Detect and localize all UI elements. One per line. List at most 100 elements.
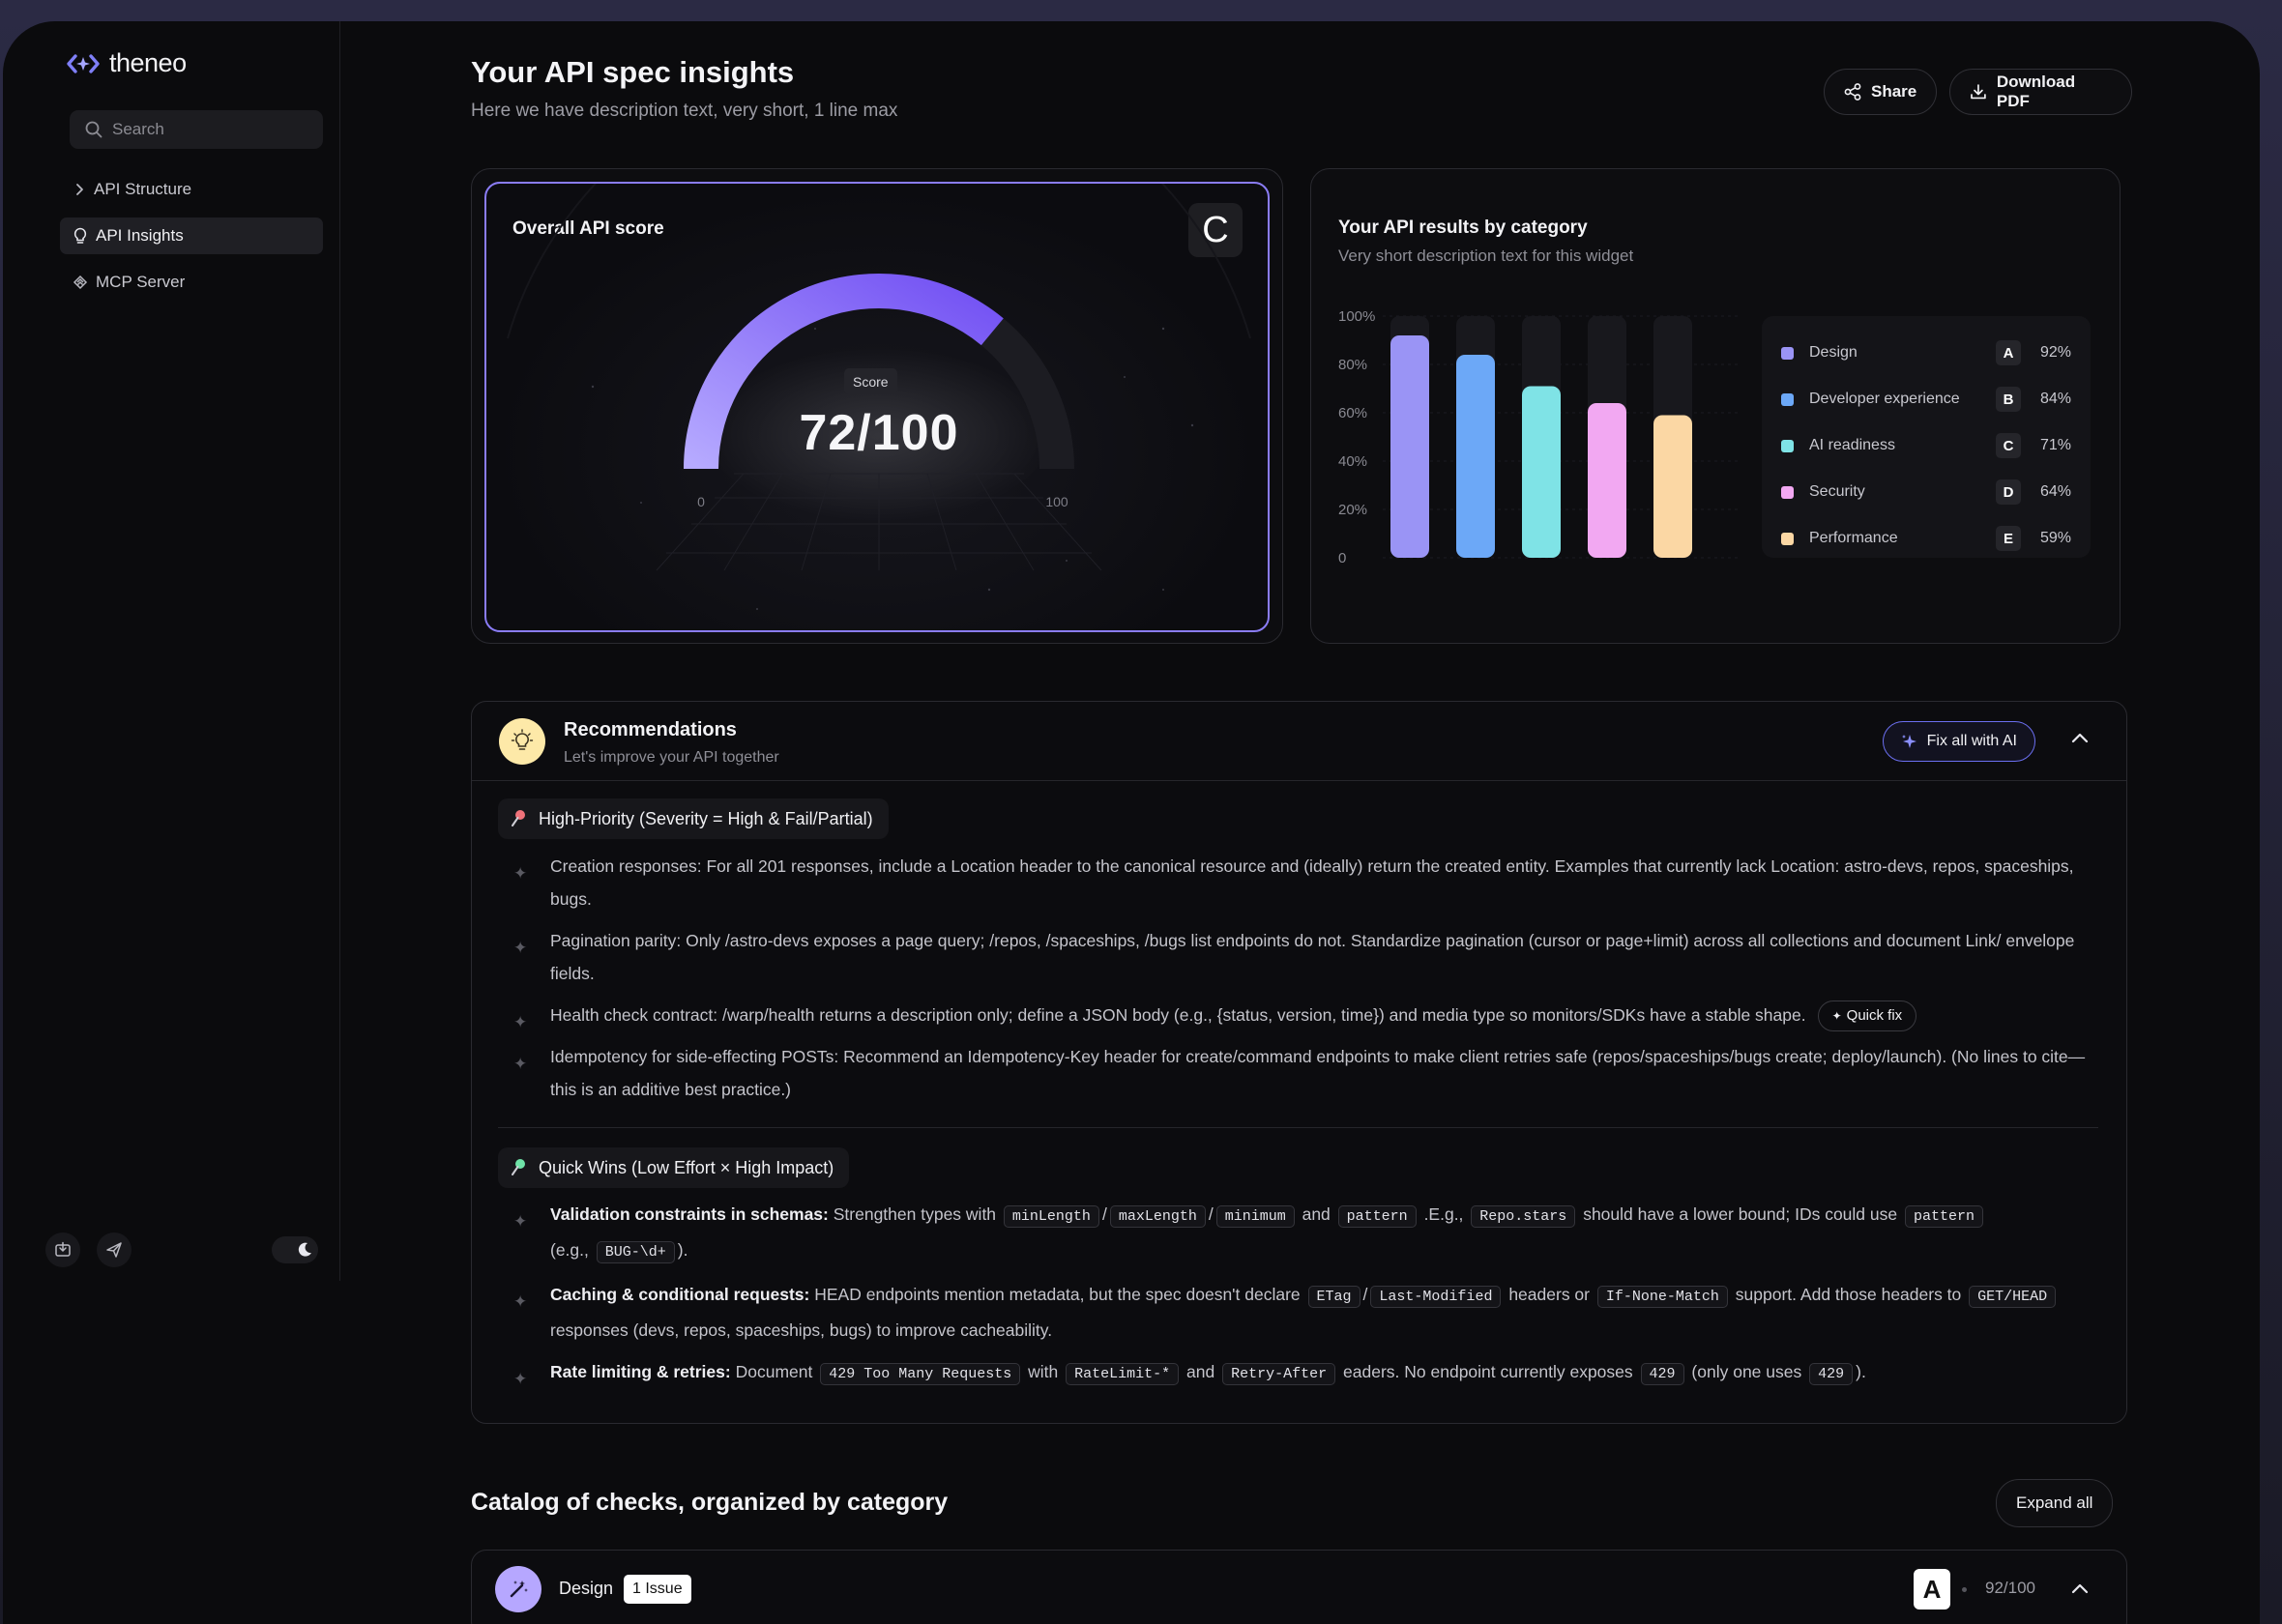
share-icon	[1844, 83, 1861, 101]
logo[interactable]: theneo	[67, 48, 187, 78]
collapse-chevron-up-icon[interactable]	[2070, 731, 2090, 744]
item-text: Document	[735, 1362, 813, 1381]
item-text: Strengthen types with	[833, 1204, 997, 1224]
recommendation-text: Health check contract: /warp/health retu…	[550, 1005, 1806, 1025]
bar-developer-experience	[1456, 355, 1495, 558]
sidebar-item-label: MCP Server	[96, 273, 186, 291]
import-button[interactable]	[45, 1232, 80, 1267]
item-text: responses (devs, repos, spaceships, bugs…	[550, 1320, 1053, 1340]
code-snippet: Repo.stars	[1471, 1205, 1576, 1228]
expand-all-button[interactable]: Expand all	[1996, 1479, 2114, 1527]
y-tick-label: 60%	[1338, 405, 1367, 421]
legend-label: Security	[1809, 483, 1865, 500]
sparkle-icon: ✦	[513, 939, 528, 957]
code-snippet: maxLength	[1109, 1205, 1206, 1228]
sidebar-item-api-structure[interactable]: API Structure	[60, 171, 323, 208]
pin-icon	[512, 1159, 525, 1175]
bar-security	[1588, 403, 1626, 558]
catalog-grade: A	[1914, 1569, 1950, 1610]
gauge-min-label: 0	[697, 494, 705, 509]
score-value: 72/100	[799, 405, 959, 461]
sparkle-icon: ✦	[513, 864, 528, 883]
share-button[interactable]: Share	[1824, 69, 1938, 115]
quick-fix-button[interactable]: ✦ Quick fix	[1817, 1000, 1917, 1032]
bar-ai-readiness	[1522, 386, 1561, 558]
item-text: headers or	[1508, 1285, 1590, 1304]
recommendation-item: ✦ Creation responses: For all 201 respons…	[498, 850, 2093, 915]
recommendation-text: Pagination parity: Only /astro-devs expo…	[550, 931, 2075, 983]
high-priority-pill: High-Priority (Severity = High & Fail/Pa…	[498, 798, 889, 839]
item-text: and	[1186, 1362, 1215, 1381]
y-tick-label: 100%	[1338, 308, 1375, 325]
separator: /	[1101, 1204, 1107, 1224]
sidebar-item-mcp-server[interactable]: MCP Server	[60, 264, 323, 301]
pin-icon	[512, 810, 525, 826]
search-input[interactable]: Search	[70, 110, 323, 149]
code-snippet: 429	[1640, 1363, 1684, 1385]
overall-grade: C	[1188, 203, 1243, 257]
sparkle-icon: ✦	[1831, 1009, 1842, 1024]
send-icon	[106, 1242, 122, 1258]
logo-icon	[67, 53, 100, 73]
legend-label: Design	[1809, 344, 1858, 361]
legend-item: AI readiness C 71%	[1781, 422, 2071, 469]
item-label: Rate limiting & retries:	[550, 1362, 731, 1381]
score-badge: Score	[844, 368, 897, 394]
separator: /	[1208, 1204, 1214, 1224]
import-icon	[55, 1241, 71, 1257]
code-snippet: Last-Modified	[1370, 1286, 1502, 1308]
download-pdf-button[interactable]: Download PDF	[1949, 69, 2132, 115]
legend-percent: 59%	[2039, 530, 2071, 546]
magic-wand-icon	[495, 1566, 541, 1612]
legend-grade: E	[1996, 526, 2021, 551]
bar-design	[1390, 335, 1429, 558]
quick-fix-label: Quick fix	[1846, 1007, 1903, 1025]
send-button[interactable]	[97, 1232, 132, 1267]
legend-grade: A	[1996, 340, 2021, 365]
issue-count-badge: 1 Issue	[624, 1575, 691, 1604]
theme-toggle[interactable]	[272, 1236, 318, 1263]
recommendation-item: ✦ Health check contract: /warp/health ret…	[498, 999, 2093, 1032]
legend-item: Performance E 59%	[1781, 515, 2071, 562]
code-snippet: RateLimit-*	[1066, 1363, 1180, 1385]
recommendation-text: Creation responses: For all 201 response…	[550, 856, 2074, 909]
divider	[498, 1127, 2098, 1128]
catalog-title: Catalog of checks, organized by category	[471, 1489, 949, 1516]
recommendations-panel: Recommendations Let's improve your API t…	[471, 701, 2127, 1424]
code-snippet: Retry-After	[1222, 1363, 1336, 1385]
legend-label: AI readiness	[1809, 437, 1895, 453]
y-tick-label: 0	[1338, 550, 1346, 566]
app-window: theneo Search API Structure API Insights…	[3, 21, 2260, 1624]
quick-wins-list: ✦ Validation constraints in schemas: Stre…	[498, 1198, 2093, 1400]
chart-legend: Design A 92% Developer experience B 84% AI r…	[1762, 316, 2091, 558]
legend-label: Developer experience	[1809, 391, 1960, 407]
legend-swatch	[1781, 346, 1794, 360]
score-card-wrapper: Overall API score C	[471, 168, 1283, 644]
chevron-right-icon	[76, 184, 83, 195]
high-priority-list: ✦ Creation responses: For all 201 respons…	[498, 850, 2093, 1115]
catalog-row-design[interactable]: Design 1 Issue A 92/100	[471, 1550, 2127, 1624]
expand-all-label: Expand all	[2016, 1494, 2093, 1512]
recommendation-item: ✦ Pagination parity: Only /astro-devs exp…	[498, 924, 2093, 990]
sidebar-item-label: API Insights	[96, 226, 184, 245]
download-label: Download PDF	[1996, 72, 2076, 110]
item-text: support. Add those headers to	[1735, 1285, 1962, 1304]
item-text: HEAD endpoints mention metadata, but the…	[814, 1285, 1301, 1304]
code-snippet: pattern	[1337, 1205, 1417, 1228]
legend-item: Security D 64%	[1781, 469, 2071, 515]
sidebar-item-api-insights[interactable]: API Insights	[60, 218, 323, 254]
results-card-title: Your API results by category	[1338, 218, 1588, 238]
legend-percent: 64%	[2039, 483, 2071, 500]
y-tick-label: 40%	[1338, 453, 1367, 470]
sparkle-icon: ✦	[513, 1292, 528, 1311]
sidebar-nav: API Structure API Insights MCP Server	[60, 171, 323, 310]
mcp-icon	[73, 275, 88, 290]
score-gauge: 0 100	[507, 184, 1251, 610]
download-icon	[1971, 84, 1986, 100]
y-tick-label: 20%	[1338, 502, 1367, 518]
item-text: (only one uses	[1691, 1362, 1802, 1381]
bulb-icon	[499, 718, 545, 765]
recommendations-header[interactable]: Recommendations Let's improve your API t…	[472, 702, 2126, 781]
fix-all-with-ai-button[interactable]: Fix all with AI	[1882, 721, 2035, 762]
chevron-up-icon[interactable]	[2070, 1581, 2090, 1595]
